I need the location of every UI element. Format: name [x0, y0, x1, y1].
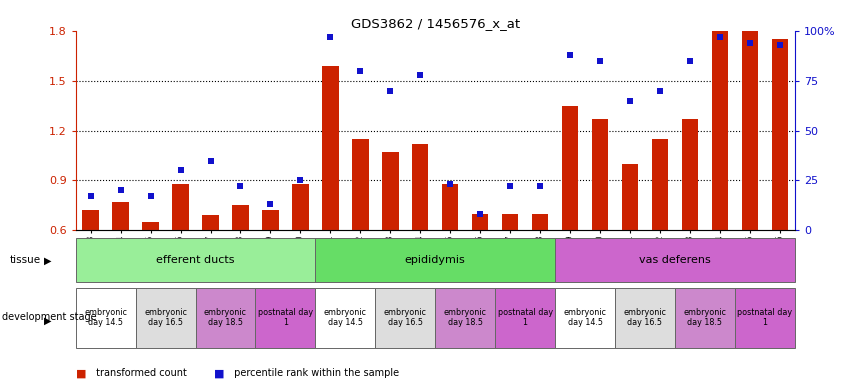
Text: transformed count: transformed count — [93, 368, 187, 378]
Text: development stage: development stage — [2, 312, 97, 322]
Text: embryonic
day 14.5: embryonic day 14.5 — [84, 308, 127, 328]
Bar — [502, 214, 518, 230]
Text: embryonic
day 18.5: embryonic day 18.5 — [204, 308, 247, 328]
Text: postnatal day
1: postnatal day 1 — [738, 308, 792, 328]
Bar — [262, 210, 278, 230]
Bar — [375, 288, 436, 348]
Bar — [771, 39, 788, 230]
Title: GDS3862 / 1456576_x_at: GDS3862 / 1456576_x_at — [351, 17, 520, 30]
Bar — [203, 215, 219, 230]
Text: embryonic
day 14.5: embryonic day 14.5 — [563, 308, 606, 328]
Text: percentile rank within the sample: percentile rank within the sample — [231, 368, 399, 378]
Bar — [142, 222, 159, 230]
Bar — [674, 288, 735, 348]
Text: embryonic
day 16.5: embryonic day 16.5 — [383, 308, 426, 328]
Bar — [555, 288, 615, 348]
Bar — [592, 119, 608, 230]
Bar — [621, 164, 638, 230]
Bar — [322, 66, 339, 230]
Bar — [135, 288, 195, 348]
Text: embryonic
day 16.5: embryonic day 16.5 — [623, 308, 666, 328]
Bar — [532, 214, 548, 230]
Bar — [292, 184, 309, 230]
Text: ■: ■ — [76, 368, 86, 378]
Bar — [495, 288, 555, 348]
Bar — [555, 238, 795, 282]
Text: embryonic
day 18.5: embryonic day 18.5 — [684, 308, 727, 328]
Text: ■: ■ — [214, 368, 225, 378]
Bar — [315, 288, 375, 348]
Bar — [256, 288, 315, 348]
Text: postnatal day
1: postnatal day 1 — [498, 308, 553, 328]
Text: ▶: ▶ — [44, 255, 51, 265]
Bar — [382, 152, 399, 230]
Bar — [472, 214, 489, 230]
Text: ▶: ▶ — [44, 316, 51, 326]
Bar — [442, 184, 458, 230]
Bar — [735, 288, 795, 348]
Text: postnatal day
1: postnatal day 1 — [258, 308, 313, 328]
Bar — [412, 144, 428, 230]
Bar — [615, 288, 674, 348]
Bar — [682, 119, 698, 230]
Bar — [76, 288, 135, 348]
Text: vas deferens: vas deferens — [639, 255, 711, 265]
Text: tissue: tissue — [10, 255, 41, 265]
Bar — [315, 238, 555, 282]
Text: efferent ducts: efferent ducts — [156, 255, 235, 265]
Bar — [195, 288, 256, 348]
Bar — [172, 184, 188, 230]
Text: embryonic
day 16.5: embryonic day 16.5 — [144, 308, 187, 328]
Bar — [82, 210, 99, 230]
Bar — [711, 31, 728, 230]
Bar — [113, 202, 129, 230]
Bar — [562, 106, 579, 230]
Bar — [352, 139, 368, 230]
Bar — [652, 139, 668, 230]
Bar — [436, 288, 495, 348]
Bar — [232, 205, 249, 230]
Bar — [742, 31, 758, 230]
Text: embryonic
day 18.5: embryonic day 18.5 — [444, 308, 487, 328]
Bar — [76, 238, 315, 282]
Text: epididymis: epididymis — [405, 255, 466, 265]
Text: embryonic
day 14.5: embryonic day 14.5 — [324, 308, 367, 328]
